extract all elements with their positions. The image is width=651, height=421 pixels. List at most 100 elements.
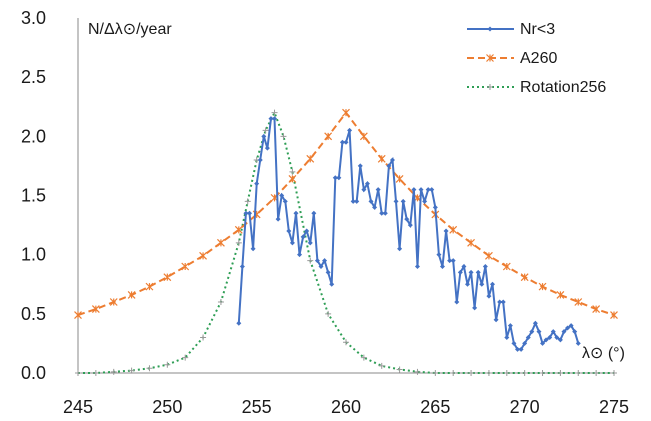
data-point: [418, 187, 424, 193]
legend-item: A260: [467, 50, 557, 67]
series-a260: [74, 108, 618, 319]
data-point: [74, 311, 82, 319]
data-point: [414, 368, 421, 375]
data-point: [475, 269, 481, 275]
data-point: [503, 370, 510, 376]
series-line: [237, 117, 580, 351]
data-point: [575, 370, 582, 376]
data-point: [279, 193, 285, 198]
data-point: [400, 198, 406, 204]
y-tick-label: 0.0: [21, 363, 46, 383]
data-point: [497, 299, 503, 305]
data-point: [257, 157, 263, 163]
data-point: [449, 225, 458, 234]
legend-label: Nr<3: [520, 21, 555, 38]
data-point: [404, 216, 410, 222]
data-point: [382, 210, 388, 216]
data-point: [247, 210, 253, 216]
data-point: [200, 334, 207, 341]
data-point: [92, 370, 99, 376]
data-point: [411, 187, 417, 193]
data-point: [286, 228, 292, 234]
data-point: [262, 127, 269, 134]
series-layer: [74, 108, 618, 376]
data-point: [450, 258, 456, 264]
data-point: [350, 198, 356, 204]
data-point: [289, 240, 295, 246]
data-point: [239, 264, 245, 269]
data-point: [164, 361, 171, 368]
data-point: [343, 139, 349, 145]
data-point: [507, 323, 513, 329]
data-point: [217, 238, 225, 247]
data-point: [372, 204, 378, 210]
data-point: [425, 187, 431, 193]
data-point: [543, 337, 549, 343]
data-point: [306, 154, 315, 163]
data-point: [235, 239, 242, 246]
data-point: [275, 216, 281, 222]
data-point: [395, 175, 404, 183]
data-point: [336, 175, 342, 181]
data-point: [521, 370, 528, 376]
data-point: [304, 228, 310, 234]
data-point: [128, 367, 135, 374]
x-tick-label: 245: [63, 397, 93, 417]
y-tick-label: 0.5: [21, 304, 46, 324]
data-point: [343, 339, 349, 346]
data-point: [561, 329, 567, 335]
data-point: [377, 154, 386, 163]
data-point: [557, 370, 564, 376]
data-point: [182, 354, 189, 361]
data-point: [289, 168, 296, 175]
data-point: [393, 198, 399, 204]
data-point: [361, 187, 367, 193]
data-point: [540, 340, 546, 346]
data-point: [307, 257, 314, 264]
data-point: [479, 281, 485, 287]
data-point: [610, 311, 618, 319]
data-point: [181, 262, 190, 271]
data-point: [429, 187, 435, 193]
data-point: [436, 252, 442, 258]
data-point: [145, 282, 154, 291]
y-tick-label: 2.0: [21, 126, 46, 146]
data-point: [487, 84, 493, 90]
data-point: [467, 238, 475, 247]
x-tick-label: 270: [510, 397, 540, 417]
data-point: [360, 354, 367, 361]
data-point: [280, 133, 287, 140]
data-point: [254, 181, 260, 187]
data-point: [339, 139, 345, 145]
data-point: [464, 281, 470, 287]
data-point: [342, 108, 350, 117]
data-point: [422, 198, 428, 204]
data-point: [325, 310, 332, 317]
data-point: [432, 370, 439, 376]
data-point: [525, 335, 531, 340]
data-point: [288, 175, 297, 183]
data-point: [547, 335, 553, 340]
data-point: [536, 329, 542, 335]
x-tick-label: 255: [242, 397, 272, 417]
data-point: [611, 370, 617, 376]
series-line: [78, 110, 614, 374]
legend-label: A260: [520, 50, 557, 67]
data-point: [347, 127, 353, 133]
data-point: [493, 317, 499, 323]
data-point: [520, 273, 529, 282]
data-point: [447, 258, 453, 264]
x-tick-label: 265: [420, 397, 450, 417]
axes: [77, 18, 614, 374]
data-point: [482, 264, 488, 269]
data-point: [318, 264, 324, 269]
data-point: [532, 320, 538, 326]
data-point: [146, 365, 153, 372]
data-point: [485, 370, 492, 376]
data-point: [432, 204, 438, 210]
legend: Nr<3 A260 Rotation256: [467, 21, 606, 96]
data-point: [515, 346, 521, 352]
data-point: [486, 293, 492, 299]
x-tick-label: 250: [152, 397, 182, 417]
data-point: [572, 329, 578, 335]
